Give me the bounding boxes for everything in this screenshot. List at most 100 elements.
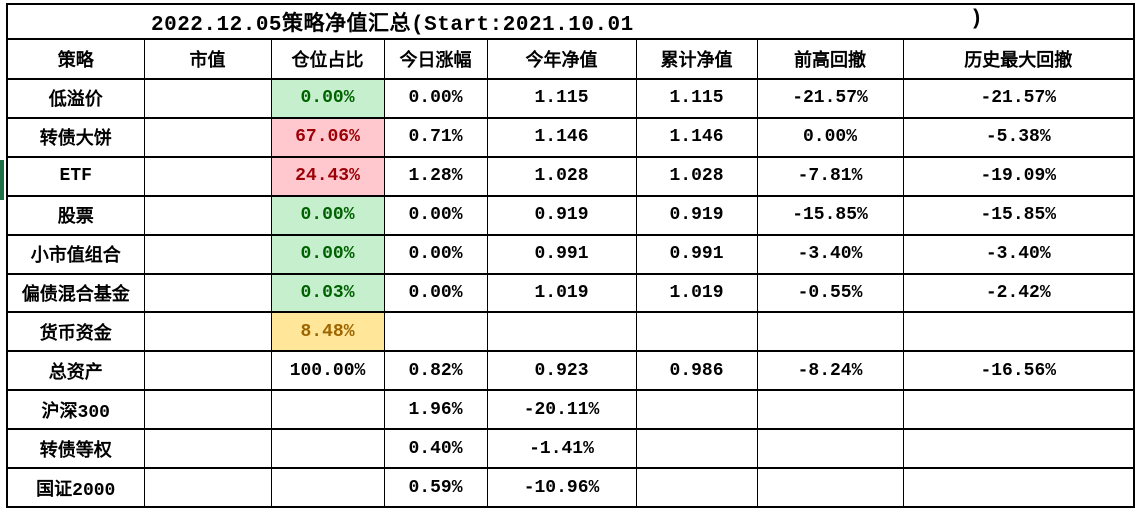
cell-max-drawdown[interactable]: -19.09% bbox=[902, 155, 1135, 197]
cell-today-change[interactable]: 0.59% bbox=[383, 467, 488, 508]
column-header-market-value[interactable]: 市值 bbox=[143, 38, 272, 80]
cell-strategy[interactable]: ETF bbox=[6, 155, 145, 197]
cell-market-value[interactable] bbox=[143, 116, 272, 158]
column-header-drawdown-from-high[interactable]: 前高回撤 bbox=[756, 38, 904, 80]
column-header-cumulative-nav[interactable]: 累计净值 bbox=[635, 38, 758, 80]
cell-position-ratio[interactable]: 100.00% bbox=[270, 350, 385, 392]
cell-drawdown-from-high[interactable] bbox=[756, 311, 904, 353]
cell-today-change[interactable]: 0.71% bbox=[383, 116, 488, 158]
cell-strategy[interactable]: 沪深300 bbox=[6, 389, 145, 431]
cell-today-change[interactable]: 1.96% bbox=[383, 389, 488, 431]
cell-market-value[interactable] bbox=[143, 350, 272, 392]
cell-max-drawdown[interactable]: -3.40% bbox=[902, 233, 1135, 275]
cell-position-ratio[interactable] bbox=[270, 389, 385, 431]
cell-position-ratio[interactable]: 8.48% bbox=[270, 311, 385, 353]
cell-cumulative-nav[interactable]: 0.991 bbox=[635, 233, 758, 275]
cell-cumulative-nav[interactable] bbox=[635, 467, 758, 508]
cell-strategy[interactable]: 低溢价 bbox=[6, 78, 145, 119]
cell-drawdown-from-high[interactable]: -15.85% bbox=[756, 194, 904, 236]
column-header-strategy[interactable]: 策略 bbox=[6, 38, 145, 80]
cell-strategy[interactable]: 偏债混合基金 bbox=[6, 272, 145, 314]
column-header-today-change[interactable]: 今日涨幅 bbox=[383, 38, 488, 80]
cell-strategy[interactable]: 国证2000 bbox=[6, 467, 145, 508]
cell-market-value[interactable] bbox=[143, 78, 272, 119]
cell-strategy[interactable]: 货币资金 bbox=[6, 311, 145, 353]
cell-position-ratio[interactable]: 67.06% bbox=[270, 116, 385, 158]
cell-ytd-nav[interactable]: 1.115 bbox=[486, 78, 637, 119]
cell-position-ratio[interactable] bbox=[270, 428, 385, 470]
cell-market-value[interactable] bbox=[143, 233, 272, 275]
cell-cumulative-nav[interactable]: 1.146 bbox=[635, 116, 758, 158]
cell-drawdown-from-high[interactable] bbox=[756, 428, 904, 470]
table-row: 小市值组合 0.00% 0.00% 0.991 0.991 -3.40% -3.… bbox=[6, 233, 1135, 275]
cell-max-drawdown[interactable]: -5.38% bbox=[902, 116, 1135, 158]
cell-market-value[interactable] bbox=[143, 272, 272, 314]
cell-drawdown-from-high[interactable]: 0.00% bbox=[756, 116, 904, 158]
cell-cumulative-nav[interactable] bbox=[635, 428, 758, 470]
column-header-max-drawdown[interactable]: 历史最大回撤 bbox=[902, 38, 1135, 80]
column-header-position-ratio[interactable]: 仓位占比 bbox=[270, 38, 385, 80]
cell-ytd-nav[interactable]: 1.028 bbox=[486, 155, 637, 197]
cell-cumulative-nav[interactable] bbox=[635, 389, 758, 431]
cell-drawdown-from-high[interactable] bbox=[756, 389, 904, 431]
cell-drawdown-from-high[interactable] bbox=[756, 467, 904, 508]
page-title: 2022.12.05策略净值汇总(Start:2021.10.01 bbox=[151, 13, 634, 37]
cell-position-ratio[interactable]: 0.00% bbox=[270, 194, 385, 236]
cell-drawdown-from-high[interactable]: -8.24% bbox=[756, 350, 904, 392]
cell-cumulative-nav[interactable]: 0.986 bbox=[635, 350, 758, 392]
cell-strategy[interactable]: 转债等权 bbox=[6, 428, 145, 470]
cell-strategy[interactable]: 总资产 bbox=[6, 350, 145, 392]
cell-max-drawdown[interactable]: -15.85% bbox=[902, 194, 1135, 236]
cell-today-change[interactable]: 0.00% bbox=[383, 272, 488, 314]
cell-max-drawdown[interactable] bbox=[902, 467, 1135, 508]
cell-drawdown-from-high[interactable]: -21.57% bbox=[756, 78, 904, 119]
cell-position-ratio[interactable]: 0.03% bbox=[270, 272, 385, 314]
cell-today-change[interactable]: 0.00% bbox=[383, 194, 488, 236]
cell-max-drawdown[interactable]: -2.42% bbox=[902, 272, 1135, 314]
cell-drawdown-from-high[interactable]: -0.55% bbox=[756, 272, 904, 314]
cell-market-value[interactable] bbox=[143, 389, 272, 431]
cell-max-drawdown[interactable] bbox=[902, 428, 1135, 470]
cell-today-change[interactable]: 0.40% bbox=[383, 428, 488, 470]
cell-strategy[interactable]: 股票 bbox=[6, 194, 145, 236]
cell-market-value[interactable] bbox=[143, 467, 272, 508]
cell-ytd-nav[interactable]: -20.11% bbox=[486, 389, 637, 431]
cell-position-ratio[interactable]: 0.00% bbox=[270, 78, 385, 119]
cell-drawdown-from-high[interactable]: -3.40% bbox=[756, 233, 904, 275]
cell-market-value[interactable] bbox=[143, 155, 272, 197]
cell-max-drawdown[interactable] bbox=[902, 389, 1135, 431]
cell-strategy[interactable]: 转债大饼 bbox=[6, 116, 145, 158]
cell-market-value[interactable] bbox=[143, 194, 272, 236]
cell-ytd-nav[interactable]: 0.991 bbox=[486, 233, 637, 275]
cell-ytd-nav[interactable]: 0.919 bbox=[486, 194, 637, 236]
cell-max-drawdown[interactable]: -21.57% bbox=[902, 78, 1135, 119]
cell-position-ratio[interactable]: 0.00% bbox=[270, 233, 385, 275]
cell-max-drawdown[interactable]: -16.56% bbox=[902, 350, 1135, 392]
table-title-cell[interactable]: 2022.12.05策略净值汇总(Start:2021.10.01 ) bbox=[6, 3, 1135, 40]
cell-today-change[interactable]: 1.28% bbox=[383, 155, 488, 197]
cell-max-drawdown[interactable] bbox=[902, 311, 1135, 353]
cell-cumulative-nav[interactable]: 1.028 bbox=[635, 155, 758, 197]
cell-market-value[interactable] bbox=[143, 428, 272, 470]
cell-cumulative-nav[interactable]: 1.115 bbox=[635, 78, 758, 119]
column-header-ytd-nav[interactable]: 今年净值 bbox=[486, 38, 637, 80]
cell-ytd-nav[interactable]: 0.923 bbox=[486, 350, 637, 392]
cell-market-value[interactable] bbox=[143, 311, 272, 353]
cell-position-ratio[interactable]: 24.43% bbox=[270, 155, 385, 197]
cell-drawdown-from-high[interactable]: -7.81% bbox=[756, 155, 904, 197]
cell-cumulative-nav[interactable]: 1.019 bbox=[635, 272, 758, 314]
cell-position-ratio[interactable] bbox=[270, 467, 385, 508]
cell-today-change[interactable]: 0.00% bbox=[383, 78, 488, 119]
cell-ytd-nav[interactable]: -1.41% bbox=[486, 428, 637, 470]
cell-ytd-nav[interactable]: 1.146 bbox=[486, 116, 637, 158]
cell-ytd-nav[interactable]: 1.019 bbox=[486, 272, 637, 314]
cell-cumulative-nav[interactable]: 0.919 bbox=[635, 194, 758, 236]
cell-strategy[interactable]: 小市值组合 bbox=[6, 233, 145, 275]
cell-ytd-nav[interactable] bbox=[486, 311, 637, 353]
cell-ytd-nav[interactable]: -10.96% bbox=[486, 467, 637, 508]
cell-today-change[interactable]: 0.82% bbox=[383, 350, 488, 392]
cell-cumulative-nav[interactable] bbox=[635, 311, 758, 353]
cell-today-change[interactable] bbox=[383, 311, 488, 353]
table-row: 总资产 100.00% 0.82% 0.923 0.986 -8.24% -16… bbox=[6, 350, 1135, 392]
cell-today-change[interactable]: 0.00% bbox=[383, 233, 488, 275]
